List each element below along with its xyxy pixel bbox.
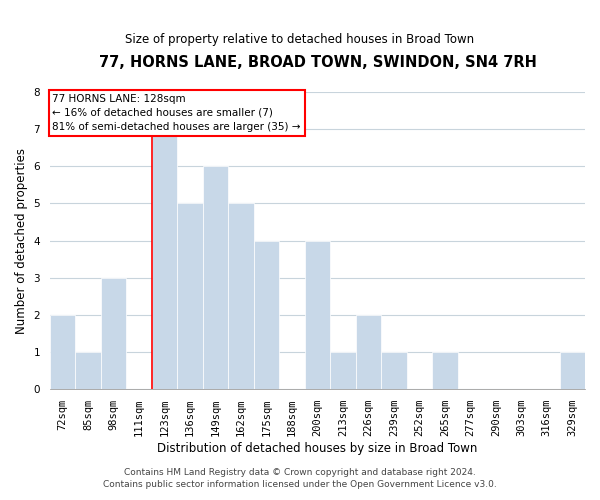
Bar	[152, 129, 178, 389]
Bar	[50, 315, 76, 389]
Bar	[254, 240, 279, 389]
Text: Contains HM Land Registry data © Crown copyright and database right 2024.
Contai: Contains HM Land Registry data © Crown c…	[103, 468, 497, 489]
Bar	[228, 204, 254, 389]
Bar	[356, 315, 381, 389]
Bar	[101, 278, 127, 389]
Text: Size of property relative to detached houses in Broad Town: Size of property relative to detached ho…	[125, 32, 475, 46]
X-axis label: Distribution of detached houses by size in Broad Town: Distribution of detached houses by size …	[157, 442, 478, 455]
Bar	[305, 240, 330, 389]
Text: 77 HORNS LANE: 128sqm
← 16% of detached houses are smaller (7)
81% of semi-detac: 77 HORNS LANE: 128sqm ← 16% of detached …	[52, 94, 301, 132]
Y-axis label: Number of detached properties: Number of detached properties	[15, 148, 28, 334]
Title: 77, HORNS LANE, BROAD TOWN, SWINDON, SN4 7RH: 77, HORNS LANE, BROAD TOWN, SWINDON, SN4…	[98, 55, 536, 70]
Bar	[381, 352, 407, 389]
Bar	[203, 166, 228, 389]
Bar	[178, 204, 203, 389]
Bar	[330, 352, 356, 389]
Bar	[76, 352, 101, 389]
Bar	[560, 352, 585, 389]
Bar	[432, 352, 458, 389]
